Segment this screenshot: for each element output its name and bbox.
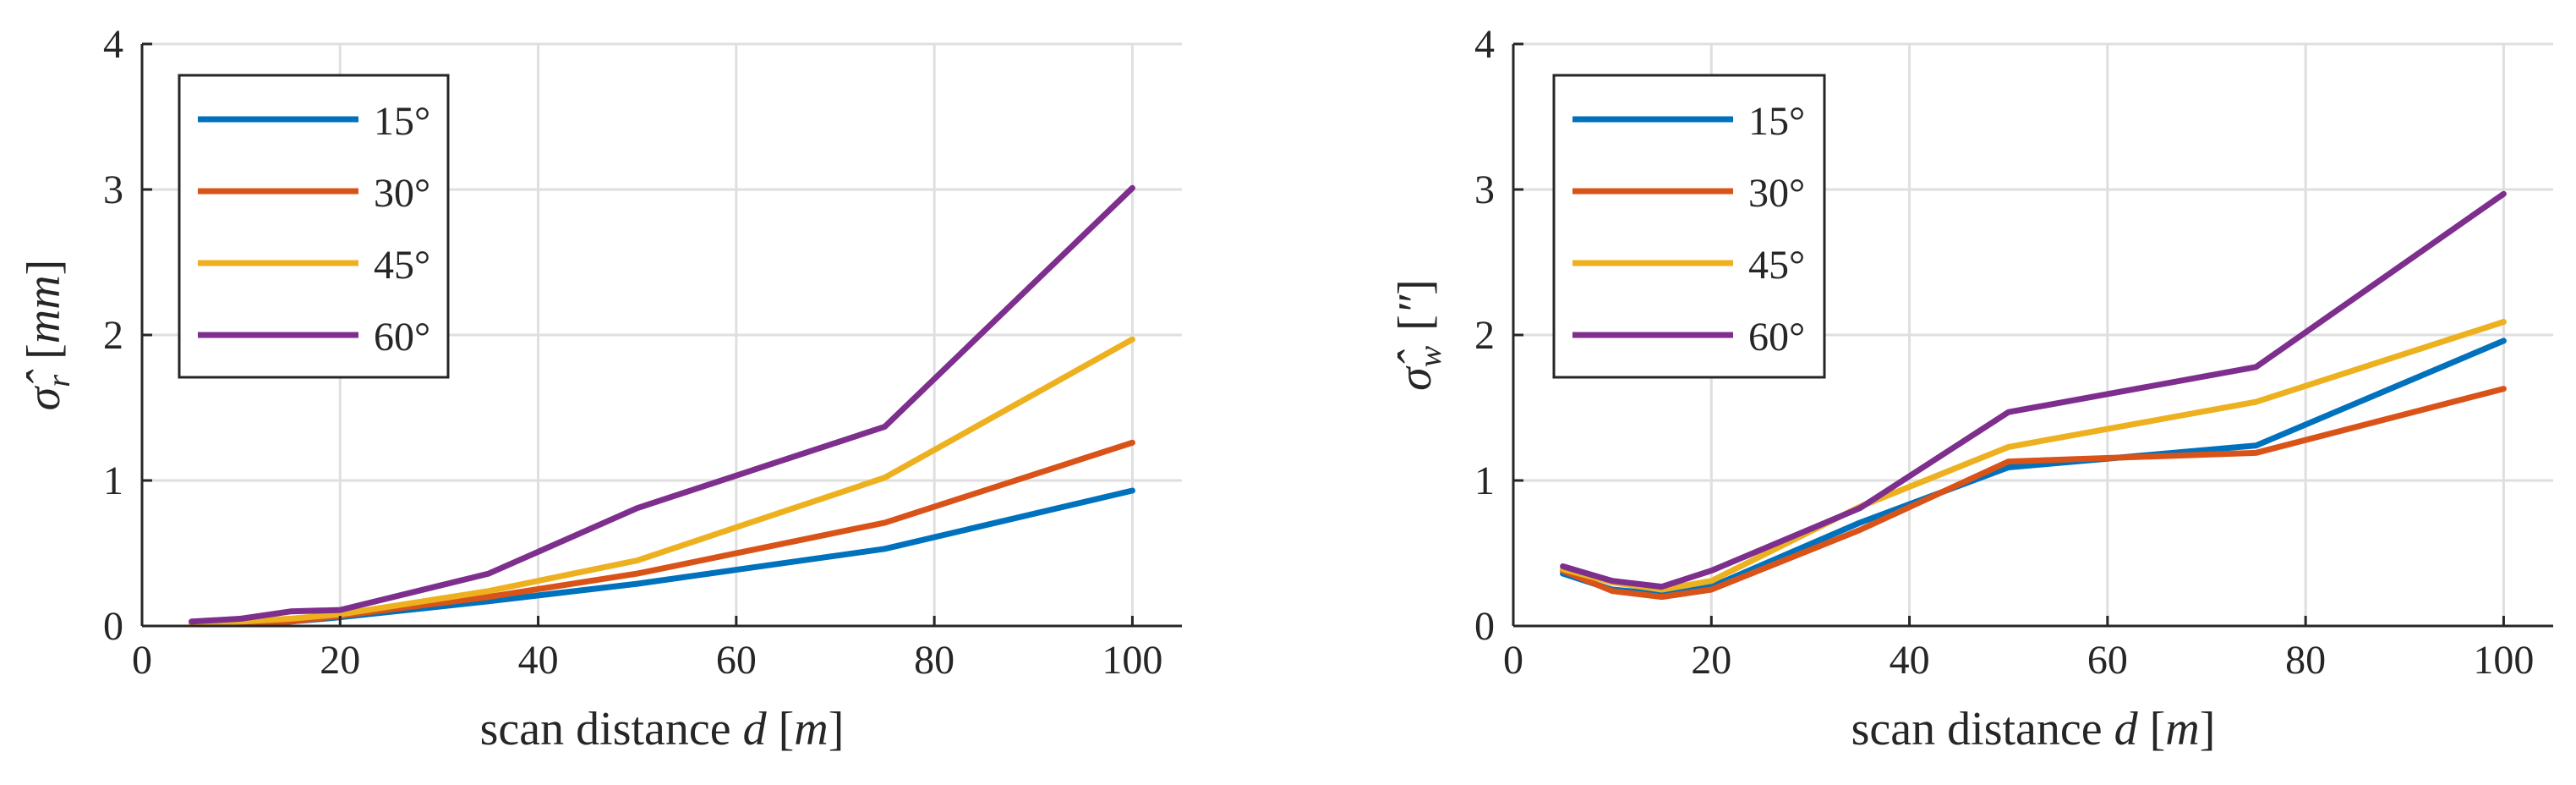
- y-tick-label: 4: [1474, 22, 1495, 67]
- y-tick-label: 1: [1474, 458, 1495, 503]
- x-axis-label-var: d: [743, 703, 768, 755]
- x-tick-label: 0: [132, 638, 152, 683]
- x-axis-label: scan distance d [m]: [1851, 703, 2216, 755]
- y-axis-label-close: ]: [1389, 279, 1441, 295]
- series-line-60deg: [189, 184, 1135, 625]
- legend-label-45deg: 45°: [1748, 243, 1805, 288]
- x-axis-label-open: [: [2138, 703, 2166, 755]
- y-axis-label-sub: r: [41, 375, 77, 387]
- legend-box: [178, 74, 450, 379]
- x-tick-label: 60: [716, 638, 757, 683]
- legend-label-45deg: 45°: [374, 243, 430, 288]
- x-axis-label-unit: m: [794, 703, 828, 755]
- x-tick-label: 60: [2087, 638, 2128, 683]
- series-line-15deg: [1560, 338, 2507, 597]
- x-tick-label: 100: [1102, 638, 1162, 683]
- y-axis-label: σ̂w[″]: [1389, 279, 1448, 391]
- y-axis-label: σ̂r[mm]: [18, 260, 77, 411]
- y-tick-label: 3: [1474, 167, 1495, 212]
- x-tick-label: 100: [2473, 638, 2534, 683]
- series-line-45deg: [189, 336, 1135, 627]
- x-axis-label-close: ]: [2200, 703, 2216, 755]
- y-axis-label-sub: w: [1413, 345, 1448, 367]
- y-tick-label: 0: [1474, 604, 1495, 649]
- legend: 15° 30° 45° 60°: [178, 74, 450, 379]
- x-tick-label: 20: [320, 638, 360, 683]
- y-tick-label: 0: [103, 604, 123, 649]
- series-line-15deg: [189, 487, 1135, 627]
- x-tick-label: 80: [2285, 638, 2326, 683]
- x-tick-label: 20: [1691, 638, 1731, 683]
- legend-label-30deg: 30°: [1748, 171, 1805, 216]
- series-line-60deg: [1560, 190, 2507, 590]
- y-axis-label-unit: ″: [1389, 294, 1441, 315]
- x-axis-label-unit: m: [2165, 703, 2199, 755]
- y-axis-label-unit: mm: [18, 275, 70, 343]
- legend-label-60deg: 60°: [374, 315, 430, 360]
- x-axis-label-close: ]: [829, 703, 845, 755]
- x-axis-label-prefix: scan distance: [1851, 703, 2114, 755]
- x-axis-label-var: d: [2114, 703, 2139, 755]
- series-line-30deg: [189, 439, 1135, 627]
- y-tick-label: 2: [103, 313, 123, 358]
- legend-label-15deg: 15°: [374, 99, 430, 144]
- y-axis-label-open: [: [1389, 315, 1441, 331]
- series-line-30deg: [1560, 386, 2507, 601]
- x-axis-label: scan distance d [m]: [480, 703, 845, 755]
- x-tick-label: 40: [1890, 638, 1930, 683]
- y-axis-label-close: ]: [18, 260, 70, 276]
- x-tick-label: 0: [1503, 638, 1523, 683]
- y-tick-label: 1: [103, 458, 123, 503]
- x-tick-label: 80: [914, 638, 954, 683]
- y-axis-label-open: [: [18, 343, 70, 360]
- legend-label-30deg: 30°: [374, 171, 430, 216]
- legend-box: [1552, 74, 1826, 379]
- x-axis-label-prefix: scan distance: [480, 703, 743, 755]
- legend-label-15deg: 15°: [1748, 99, 1805, 144]
- legend: 15° 30° 45° 60°: [1552, 74, 1826, 379]
- y-tick-label: 3: [103, 167, 123, 212]
- y-tick-label: 4: [103, 22, 123, 67]
- x-axis-label-open: [: [767, 703, 795, 755]
- legend-label-60deg: 60°: [1748, 315, 1805, 360]
- y-tick-label: 2: [1474, 313, 1495, 358]
- x-tick-label: 40: [518, 638, 559, 683]
